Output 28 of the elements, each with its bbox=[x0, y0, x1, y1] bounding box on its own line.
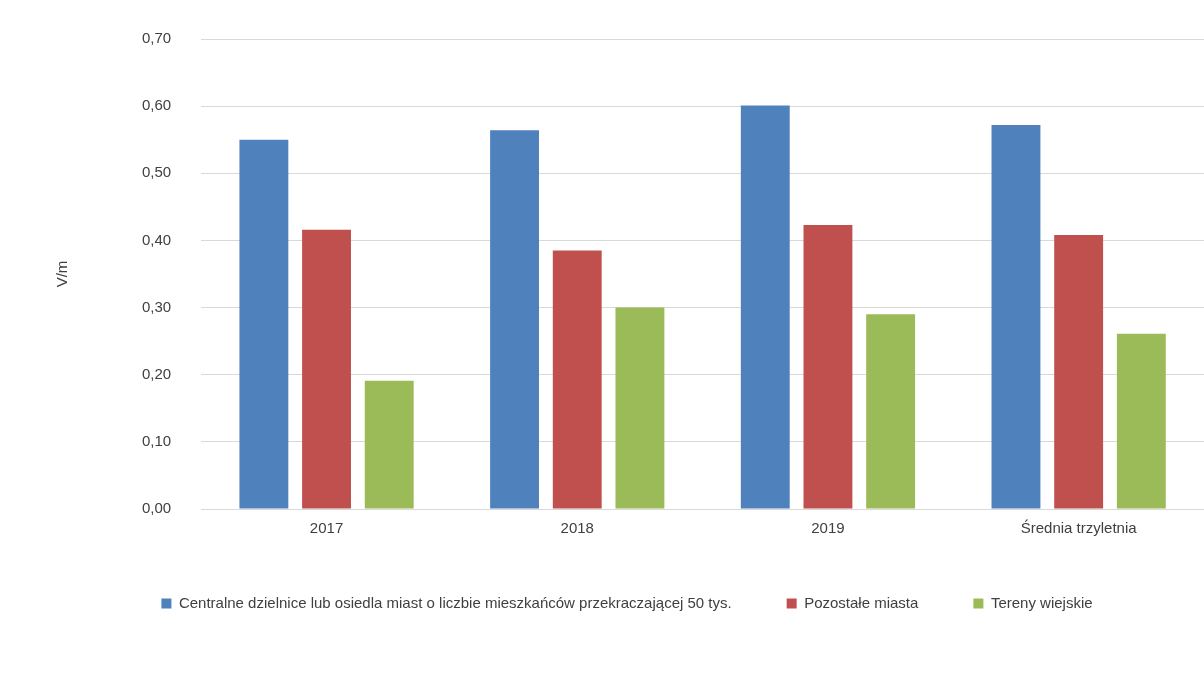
bar bbox=[1054, 235, 1104, 509]
y-tick-label: 0,40 bbox=[141, 230, 172, 248]
y-tick-label: 0,10 bbox=[141, 432, 172, 449]
bar bbox=[552, 250, 602, 509]
y-tick-label: 0,70 bbox=[141, 29, 172, 47]
x-tick-label: Średnia trzyletnia bbox=[1020, 519, 1138, 537]
y-tick-label: 0,00 bbox=[141, 499, 172, 517]
x-tick-label: 2018 bbox=[560, 519, 594, 537]
bar bbox=[1116, 333, 1166, 509]
x-tick-label: 2019 bbox=[811, 519, 845, 537]
bar bbox=[740, 105, 790, 509]
bar bbox=[803, 224, 853, 509]
y-tick-label: 0,30 bbox=[141, 297, 172, 315]
bar bbox=[615, 307, 665, 509]
y-axis-title: V/m bbox=[53, 260, 71, 288]
bar bbox=[991, 124, 1041, 509]
bar bbox=[302, 229, 351, 509]
y-tick-label: 0,60 bbox=[141, 96, 172, 114]
bar bbox=[239, 139, 289, 509]
bar bbox=[364, 380, 414, 509]
x-tick-label: 2017 bbox=[309, 519, 344, 537]
legend-label: Tereny wiejskie bbox=[990, 593, 1093, 611]
legend-label: Centralne dzielnice lub osiedla miast o liczbie mieszkańców przekraczającej 50 tys. bbox=[178, 593, 732, 611]
bar bbox=[866, 314, 916, 509]
bar bbox=[490, 130, 540, 509]
legend-label: Pozostałe miasta bbox=[804, 593, 920, 611]
y-tick-label: 0,20 bbox=[141, 364, 172, 382]
y-tick-label: 0,50 bbox=[141, 163, 172, 181]
